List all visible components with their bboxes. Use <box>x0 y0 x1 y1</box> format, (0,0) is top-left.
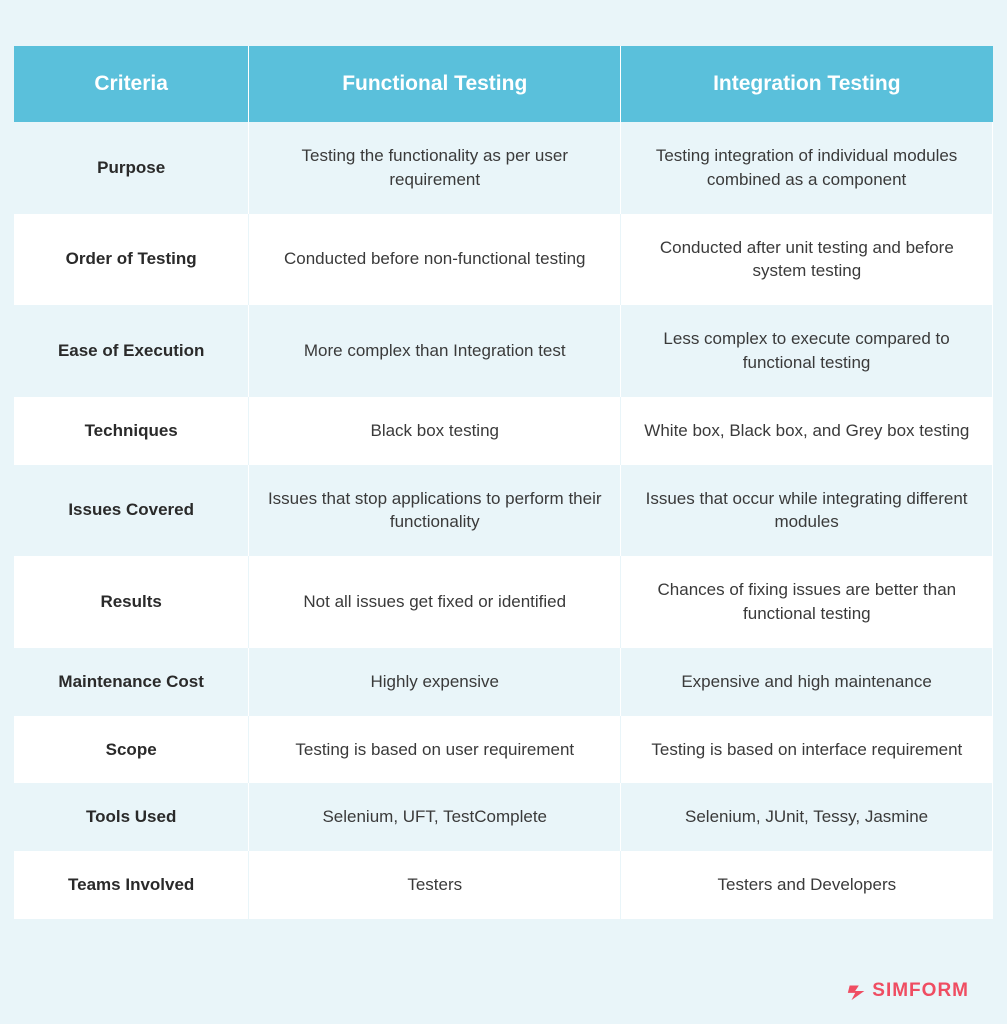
integration-cell: White box, Black box, and Grey box testi… <box>621 397 993 465</box>
functional-cell: Issues that stop applications to perform… <box>249 465 621 557</box>
criteria-cell: Issues Covered <box>14 465 249 557</box>
criteria-cell: Ease of Execution <box>14 305 249 397</box>
table-row: Order of Testing Conducted before non-fu… <box>14 214 993 306</box>
table-body: Purpose Testing the functionality as per… <box>14 122 993 919</box>
functional-cell: Testing is based on user requirement <box>249 716 621 784</box>
criteria-cell: Scope <box>14 716 249 784</box>
integration-cell: Issues that occur while integrating diff… <box>621 465 993 557</box>
functional-cell: Not all issues get fixed or identified <box>249 556 621 648</box>
table-header-row: Criteria Functional Testing Integration … <box>14 46 993 122</box>
criteria-cell: Purpose <box>14 122 249 214</box>
integration-cell: Testing is based on interface requiremen… <box>621 716 993 784</box>
integration-cell: Less complex to execute compared to func… <box>621 305 993 397</box>
header-functional: Functional Testing <box>249 46 621 122</box>
table-row: Tools Used Selenium, UFT, TestComplete S… <box>14 783 993 851</box>
table-row: Teams Involved Testers Testers and Devel… <box>14 851 993 919</box>
header-integration: Integration Testing <box>621 46 993 122</box>
criteria-cell: Results <box>14 556 249 648</box>
functional-cell: Testing the functionality as per user re… <box>249 122 621 214</box>
header-criteria: Criteria <box>14 46 249 122</box>
functional-cell: Selenium, UFT, TestComplete <box>249 783 621 851</box>
criteria-cell: Maintenance Cost <box>14 648 249 716</box>
table-row: Results Not all issues get fixed or iden… <box>14 556 993 648</box>
criteria-cell: Teams Involved <box>14 851 249 919</box>
functional-cell: Conducted before non-functional testing <box>249 214 621 306</box>
comparison-table: Criteria Functional Testing Integration … <box>14 46 993 919</box>
functional-cell: Testers <box>249 851 621 919</box>
integration-cell: Testers and Developers <box>621 851 993 919</box>
table-row: Purpose Testing the functionality as per… <box>14 122 993 214</box>
integration-cell: Selenium, JUnit, Tessy, Jasmine <box>621 783 993 851</box>
brand-mark-icon <box>846 980 868 1002</box>
functional-cell: More complex than Integration test <box>249 305 621 397</box>
table-row: Techniques Black box testing White box, … <box>14 397 993 465</box>
integration-cell: Conducted after unit testing and before … <box>621 214 993 306</box>
table-row: Issues Covered Issues that stop applicat… <box>14 465 993 557</box>
functional-cell: Black box testing <box>249 397 621 465</box>
brand-logo: SIMFORM <box>846 980 969 1002</box>
table-row: Maintenance Cost Highly expensive Expens… <box>14 648 993 716</box>
criteria-cell: Order of Testing <box>14 214 249 306</box>
integration-cell: Expensive and high maintenance <box>621 648 993 716</box>
integration-cell: Chances of fixing issues are better than… <box>621 556 993 648</box>
brand-name: SIMFORM <box>872 980 969 1002</box>
integration-cell: Testing integration of individual module… <box>621 122 993 214</box>
criteria-cell: Tools Used <box>14 783 249 851</box>
criteria-cell: Techniques <box>14 397 249 465</box>
table-row: Ease of Execution More complex than Inte… <box>14 305 993 397</box>
table-row: Scope Testing is based on user requireme… <box>14 716 993 784</box>
functional-cell: Highly expensive <box>249 648 621 716</box>
